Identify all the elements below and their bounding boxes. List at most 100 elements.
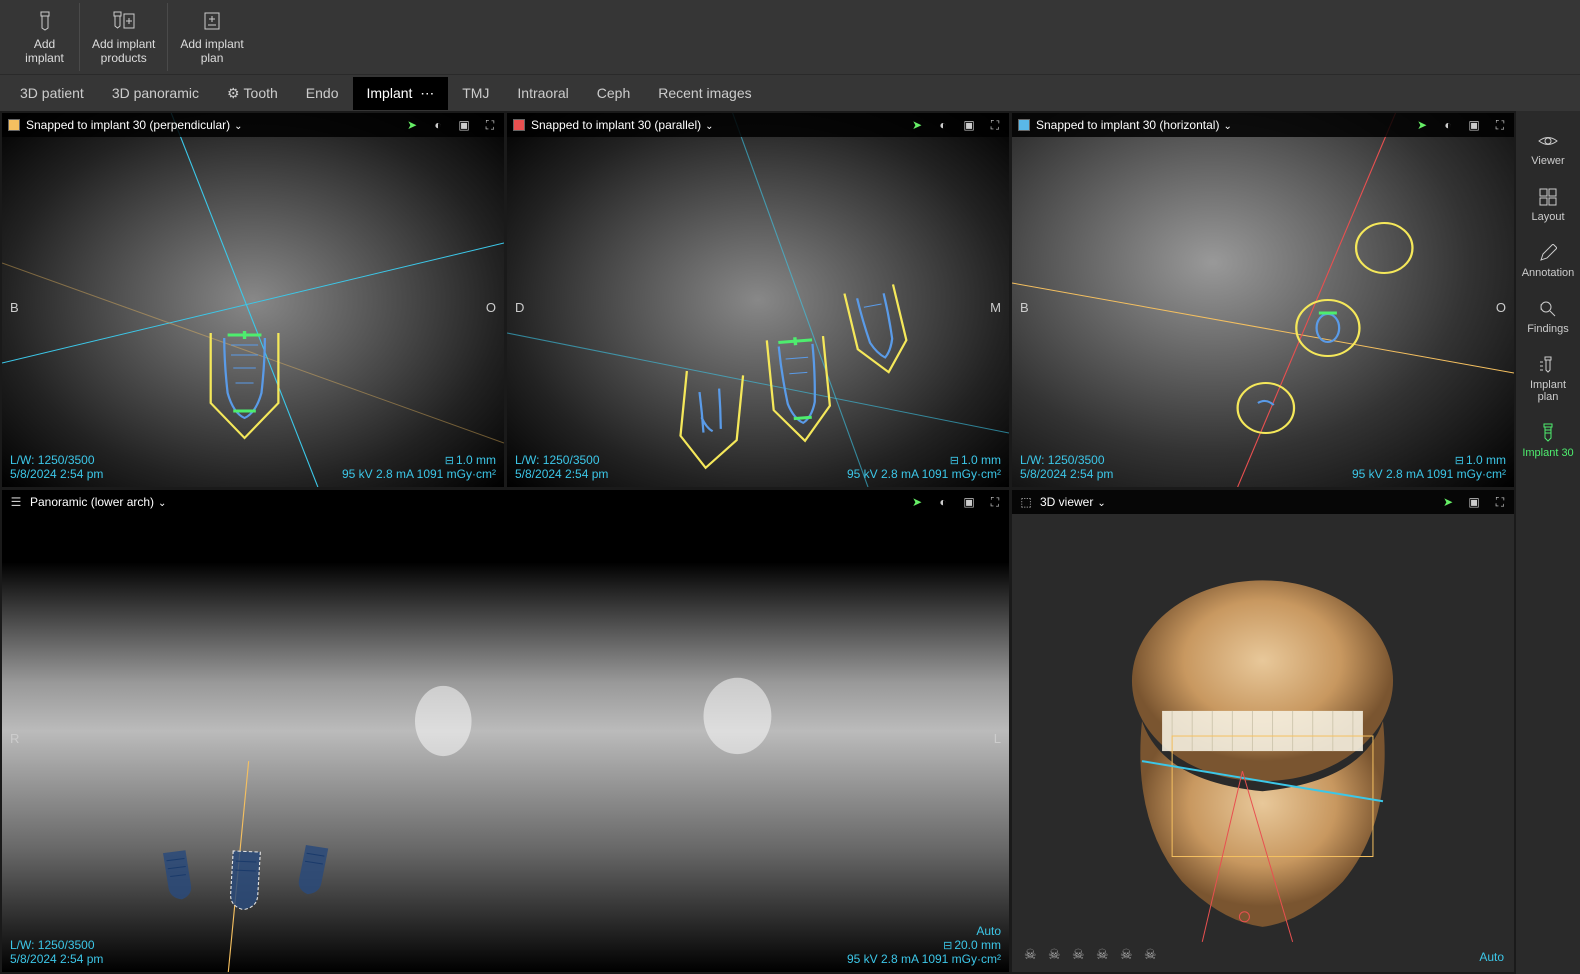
tab-3d-patient[interactable]: 3D patient <box>6 77 98 109</box>
contrast-icon[interactable]: ◐ <box>430 117 446 133</box>
scale-icon: ⊟ <box>943 940 952 952</box>
chevron-down-icon: ⌄ <box>705 121 713 132</box>
scale-icon: ⊟ <box>445 455 454 467</box>
add-implant-plan-button[interactable]: Add implant plan <box>168 3 255 72</box>
render-preset[interactable]: ☠ <box>1048 946 1066 964</box>
tooth-icon: ⚙ <box>227 85 240 102</box>
render-preset[interactable]: ☠ <box>1024 946 1042 964</box>
list-icon <box>1538 355 1558 375</box>
contrast-icon[interactable]: ◐ <box>935 117 951 133</box>
render-preset[interactable]: ☠ <box>1096 946 1114 964</box>
viewport-title-dropdown[interactable]: Snapped to implant 30 (parallel)⌄ <box>531 118 909 132</box>
pointer-icon[interactable]: ➤ <box>404 117 420 133</box>
sidebar-label: Implant 30 <box>1522 447 1573 459</box>
add-implant-products-button[interactable]: Add implant products <box>80 3 168 72</box>
scale-icon: ⊟ <box>1455 455 1464 467</box>
layers-icon[interactable]: ☰ <box>8 494 24 510</box>
fit-icon[interactable]: ▣ <box>456 117 472 133</box>
sidebar-layout[interactable]: Layout <box>1516 177 1580 233</box>
sidebar-label: Viewer <box>1531 155 1564 167</box>
sidebar-label: Findings <box>1527 323 1569 335</box>
tool-label: Add implant plan <box>180 37 243 66</box>
pointer-icon[interactable]: ➤ <box>1440 494 1456 510</box>
color-swatch <box>1018 119 1030 131</box>
viewport-panoramic[interactable]: ☰ Panoramic (lower arch)⌄ ➤ ◐ ▣ ⛶ R L L/… <box>2 490 1009 972</box>
image-info: L/W: 1250/3500 5/8/2024 2:54 pm <box>515 453 608 481</box>
fit-icon[interactable]: ▣ <box>961 494 977 510</box>
pointer-icon[interactable]: ➤ <box>1414 117 1430 133</box>
orientation-label: D <box>515 300 524 315</box>
pointer-icon[interactable]: ➤ <box>909 117 925 133</box>
fullscreen-icon[interactable]: ⛶ <box>482 117 498 133</box>
render-preset[interactable]: ☠ <box>1120 946 1138 964</box>
viewport-header: ☰ Panoramic (lower arch)⌄ ➤ ◐ ▣ ⛶ <box>2 490 1009 514</box>
render-preset-bar: ☠ ☠ ☠ ☠ ☠ ☠ <box>1024 946 1162 964</box>
sidebar-label: Annotation <box>1522 267 1575 279</box>
viewport-grid: Snapped to implant 30 (perpendicular)⌄ ➤… <box>0 111 1516 974</box>
viewport-perpendicular[interactable]: Snapped to implant 30 (perpendicular)⌄ ➤… <box>2 113 504 487</box>
toolbar: Add implant Add implant products Add imp… <box>0 0 1580 75</box>
sidebar-findings[interactable]: Findings <box>1516 289 1580 345</box>
viewport-header: Snapped to implant 30 (horizontal)⌄ ➤ ◐ … <box>1012 113 1514 137</box>
render-preset[interactable]: ☠ <box>1144 946 1162 964</box>
viewport-header: Snapped to implant 30 (parallel)⌄ ➤ ◐ ▣ … <box>507 113 1009 137</box>
products-icon <box>112 9 136 33</box>
tab-recent[interactable]: Recent images <box>644 77 765 109</box>
fullscreen-icon[interactable]: ⛶ <box>1492 117 1508 133</box>
add-implant-button[interactable]: Add implant <box>10 3 80 72</box>
viewport-title-dropdown[interactable]: Panoramic (lower arch)⌄ <box>30 495 909 509</box>
sidebar-annotation[interactable]: Annotation <box>1516 233 1580 289</box>
fit-icon[interactable]: ▣ <box>1466 117 1482 133</box>
fullscreen-icon[interactable]: ⛶ <box>987 117 1003 133</box>
viewport-title-dropdown[interactable]: Snapped to implant 30 (perpendicular)⌄ <box>26 118 404 132</box>
contrast-icon[interactable]: ◐ <box>935 494 951 510</box>
render-preset[interactable]: ☠ <box>1072 946 1090 964</box>
auto-label: Auto <box>1479 950 1504 964</box>
orientation-label: O <box>1496 300 1506 315</box>
orientation-label: M <box>990 300 1001 315</box>
orientation-label: B <box>1020 300 1029 315</box>
tab-ceph[interactable]: Ceph <box>583 77 644 109</box>
fullscreen-icon[interactable]: ⛶ <box>987 494 1003 510</box>
viewport-title-dropdown[interactable]: Snapped to implant 30 (horizontal)⌄ <box>1036 118 1414 132</box>
3d-render <box>1012 490 1514 972</box>
right-sidebar: Viewer Layout Annotation Findings Implan… <box>1516 111 1580 974</box>
viewport-parallel[interactable]: Snapped to implant 30 (parallel)⌄ ➤ ◐ ▣ … <box>507 113 1009 487</box>
tab-3d-panoramic[interactable]: 3D panoramic <box>98 77 213 109</box>
cube-icon[interactable]: ⬚ <box>1018 494 1034 510</box>
image-info: L/W: 1250/3500 5/8/2024 2:54 pm <box>10 453 103 481</box>
sidebar-implant-plan[interactable]: Implant plan <box>1516 345 1580 413</box>
image-info: L/W: 1250/3500 5/8/2024 2:54 pm <box>10 938 103 966</box>
tool-label: Add implant <box>25 37 64 66</box>
tab-implant[interactable]: Implant ⋯ <box>353 77 449 110</box>
implant-icon <box>1538 423 1558 443</box>
pointer-icon[interactable]: ➤ <box>909 494 925 510</box>
viewport-3d[interactable]: ⬚ 3D viewer⌄ ➤ ▣ ⛶ ☠ ☠ ☠ ☠ ☠ ☠ Auto <box>1012 490 1514 972</box>
search-icon <box>1538 299 1558 319</box>
sidebar-implant-30[interactable]: Implant 30 <box>1516 413 1580 469</box>
tab-bar: 3D patient 3D panoramic ⚙Tooth Endo Impl… <box>0 75 1580 111</box>
image-info: L/W: 1250/3500 5/8/2024 2:54 pm <box>1020 453 1113 481</box>
tab-intraoral[interactable]: Intraoral <box>503 77 582 109</box>
sidebar-viewer[interactable]: Viewer <box>1516 121 1580 177</box>
eye-icon <box>1538 131 1558 151</box>
viewport-title-dropdown[interactable]: 3D viewer⌄ <box>1040 495 1440 509</box>
fit-icon[interactable]: ▣ <box>961 117 977 133</box>
implant-icon <box>33 9 57 33</box>
exposure-info: Auto ⊟20.0 mm 95 kV 2.8 mA 1091 mGy·cm² <box>847 924 1001 966</box>
scale-icon: ⊟ <box>950 455 959 467</box>
plan-icon <box>200 9 224 33</box>
tab-tooth[interactable]: ⚙Tooth <box>213 77 292 110</box>
chevron-down-icon: ⌄ <box>1097 498 1105 509</box>
fullscreen-icon[interactable]: ⛶ <box>1492 494 1508 510</box>
fit-icon[interactable]: ▣ <box>1466 494 1482 510</box>
sidebar-label: Implant plan <box>1530 379 1566 403</box>
contrast-icon[interactable]: ◐ <box>1440 117 1456 133</box>
color-swatch <box>513 119 525 131</box>
grid-icon <box>1538 187 1558 207</box>
tab-endo[interactable]: Endo <box>292 77 353 109</box>
viewport-horizontal[interactable]: Snapped to implant 30 (horizontal)⌄ ➤ ◐ … <box>1012 113 1514 487</box>
more-icon[interactable]: ⋯ <box>420 85 434 101</box>
orientation-label: R <box>10 731 19 746</box>
tab-tmj[interactable]: TMJ <box>448 77 503 109</box>
